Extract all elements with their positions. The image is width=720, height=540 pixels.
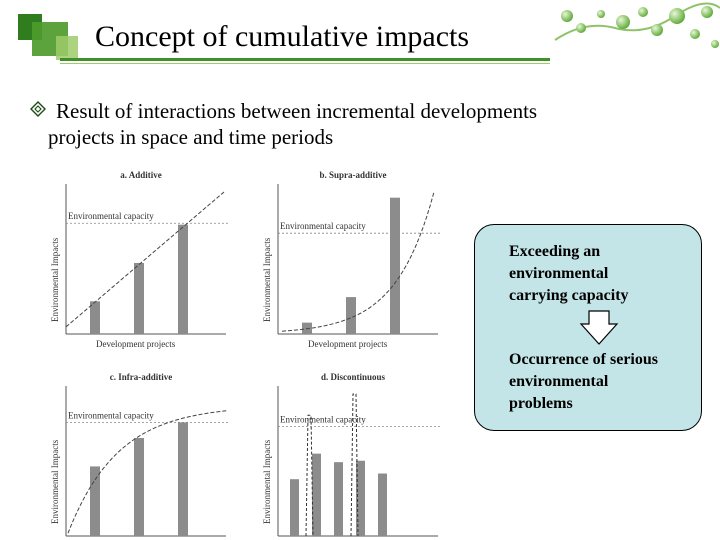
chart-bar <box>134 438 144 536</box>
chart-bar <box>90 466 100 536</box>
chart-title: a. Additive <box>120 170 162 180</box>
callout-top-line: Exceeding an <box>509 243 601 260</box>
chart-title: d. Discontinuous <box>321 372 386 382</box>
chart-bar <box>178 224 188 334</box>
decorative-bubbles-icon <box>554 2 720 48</box>
logo-square-light <box>56 36 78 60</box>
callout-top-text: Exceeding an environmental carrying capa… <box>509 241 694 307</box>
chart-y-label: Environmental Impacts <box>262 237 272 322</box>
chart-y-label: Environmental Impacts <box>50 439 60 524</box>
chart-bar <box>356 460 365 536</box>
chart-trend-curve <box>65 191 225 328</box>
chart-title: c. Infra-additive <box>110 372 173 382</box>
chart-bar <box>346 297 356 334</box>
title-underline-thin <box>60 63 550 64</box>
chart-bar <box>290 479 299 536</box>
title-underline <box>60 58 550 61</box>
callout-bottom-text: Occurrence of serious environmental prob… <box>509 349 694 415</box>
chart-capacity-label: Environmental capacity <box>280 221 366 231</box>
callout-bottom-line: Occurrence of serious <box>509 351 658 368</box>
chart-x-label: Development projects <box>308 339 388 349</box>
chart-bar <box>390 197 400 334</box>
callout-top-line: environmental <box>509 265 609 282</box>
chart-bar <box>90 301 100 334</box>
chart-spike <box>350 393 359 537</box>
chart-trend-curve <box>281 191 435 332</box>
chart-x-label: Development projects <box>96 339 176 349</box>
chart-spike <box>305 414 314 537</box>
callout-bottom-line: problems <box>509 395 573 412</box>
callout-bottom-line: environmental <box>509 373 609 390</box>
chart-bar <box>312 453 321 536</box>
chart-trend-curve <box>67 410 229 534</box>
chart-bar <box>334 462 343 536</box>
down-arrow-icon <box>579 310 619 345</box>
chart-bar <box>178 422 188 536</box>
chart-y-label: Environmental Impacts <box>262 439 272 524</box>
callout-box: Exceeding an environmental carrying capa… <box>474 224 702 431</box>
cumulative-impact-charts: a. Additive Environmental Impacts Developm… <box>50 170 440 537</box>
bullet-line-1: Result of interactions between increment… <box>56 99 538 123</box>
bullet-text: Result of interactions between increment… <box>48 98 656 150</box>
chart-bar <box>134 263 144 334</box>
bullet-line-2: projects in space and time periods <box>48 125 334 149</box>
callout-top-line: carrying capacity <box>509 287 629 304</box>
chart-title: b. Supra-additive <box>319 170 386 180</box>
chart-capacity-label: Environmental capacity <box>280 415 366 425</box>
diamond-bullet-icon <box>30 101 46 117</box>
chart-capacity-label: Environmental capacity <box>68 211 154 221</box>
slide-title: Concept of cumulative impacts <box>95 20 470 53</box>
chart-bar <box>378 473 387 536</box>
chart-y-label: Environmental Impacts <box>50 237 60 322</box>
chart-capacity-label: Environmental capacity <box>68 410 154 420</box>
